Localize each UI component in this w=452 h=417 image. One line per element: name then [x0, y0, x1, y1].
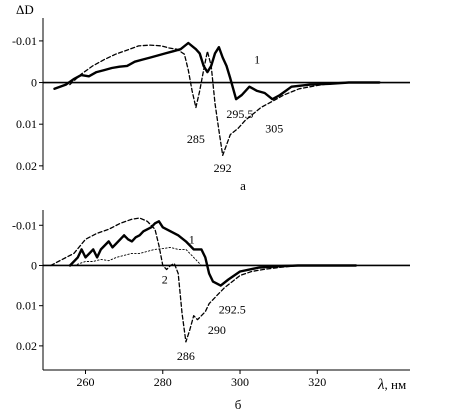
- series-line-1: [68, 220, 358, 287]
- annotation-label: 305: [265, 121, 283, 135]
- series-line-3: [73, 246, 202, 266]
- y-tick-label: 0.02: [16, 339, 37, 353]
- y-tick-label: 0: [31, 76, 37, 90]
- chart-panel-b: -0.01 0 0.01 0.02 260 280 300 320 1 2 286 292.5 290 λ…: [12, 210, 410, 412]
- y-tick-label: 0.01: [16, 299, 37, 313]
- y-tick-label: 0.01: [16, 117, 37, 131]
- chart-panel-a: -0.01 0 0.01 0.02 1 285 292 295.5 305 ΔD а: [12, 2, 410, 193]
- x-axis-symbol: λ: [377, 377, 385, 393]
- series-line-2: [69, 44, 369, 157]
- panel-label: а: [240, 178, 246, 193]
- annotation-label: 292: [214, 161, 232, 175]
- x-tick-label: 320: [308, 375, 326, 389]
- y-tick-label: 0.02: [16, 159, 37, 173]
- x-tick-label: 260: [76, 375, 94, 389]
- x-tick-label: 300: [231, 375, 249, 389]
- series-line-1: [53, 41, 381, 101]
- series-line-2: [50, 217, 357, 343]
- y-tick-label: -0.01: [12, 34, 37, 48]
- x-axis-unit: , нм: [385, 377, 407, 392]
- y-axis-title: ΔD: [16, 2, 34, 17]
- annotation-label: 290: [208, 323, 226, 337]
- x-tick-label: 280: [154, 375, 172, 389]
- x-axis-title: λ, нм: [377, 377, 406, 393]
- panel-label: б: [235, 397, 242, 412]
- y-tick-label: 0: [31, 258, 37, 272]
- annotation-label: 1: [254, 53, 260, 67]
- annotation-label: 1: [189, 232, 195, 246]
- y-tick-label: -0.01: [12, 218, 37, 232]
- annotation-label: 295.5: [226, 107, 253, 121]
- annotation-label: 285: [187, 132, 205, 146]
- annotation-label: 286: [177, 349, 195, 363]
- annotation-label: 2: [162, 273, 168, 287]
- annotation-label: 292.5: [219, 303, 246, 317]
